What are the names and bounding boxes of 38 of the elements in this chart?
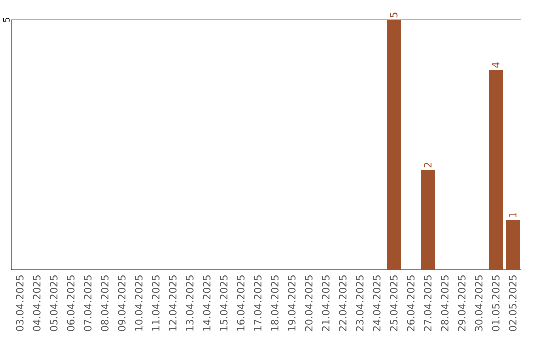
x-tick-label: 21.04.2025 <box>322 276 330 332</box>
x-tick-label: 20.04.2025 <box>305 276 313 332</box>
bar <box>421 170 435 270</box>
x-tick-label: 25.04.2025 <box>390 276 398 332</box>
x-tick-label: 27.04.2025 <box>424 276 432 332</box>
x-tick-label: 03.04.2025 <box>16 276 24 332</box>
data-label: 2 <box>424 163 432 168</box>
x-tick-label: 14.04.2025 <box>203 276 211 331</box>
x-tick-label: 10.04.2025 <box>135 276 143 331</box>
data-label: 4 <box>492 62 500 68</box>
x-tick-label: 18.04.2025 <box>271 276 279 331</box>
x-tick-label: 22.04.2025 <box>339 276 347 332</box>
x-tick-label: 17.04.2025 <box>254 276 262 331</box>
x-tick-label: 15.04.2025 <box>220 276 228 331</box>
x-tick-label: 12.04.2025 <box>169 276 177 331</box>
x-tick-label: 02.05.2025 <box>509 276 517 332</box>
x-tick-label: 11.04.2025 <box>152 276 160 331</box>
x-tick-label: 05.04.2025 <box>50 276 58 332</box>
x-tick-label: 23.04.2025 <box>356 276 364 332</box>
bar <box>489 70 503 270</box>
x-tick-label: 26.04.2025 <box>407 276 415 332</box>
data-label: 5 <box>390 12 398 18</box>
x-tick-label: 29.04.2025 <box>458 276 466 332</box>
x-tick-label: 13.04.2025 <box>186 276 194 331</box>
bar <box>387 20 401 270</box>
x-tick-label: 08.04.2025 <box>101 276 109 332</box>
x-tick-label: 09.04.2025 <box>118 276 126 332</box>
data-label: 1 <box>509 212 517 218</box>
x-tick-label: 07.04.2025 <box>84 276 92 332</box>
x-tick-label: 06.04.2025 <box>67 276 75 332</box>
x-tick-label: 30.04.2025 <box>475 276 483 332</box>
x-tick-label: 16.04.2025 <box>237 276 245 331</box>
bar <box>506 220 520 270</box>
x-tick-label: 19.04.2025 <box>288 276 296 331</box>
x-tick-label: 04.04.2025 <box>33 276 41 332</box>
x-tick-label: 28.04.2025 <box>441 276 449 332</box>
x-tick-label: 24.04.2025 <box>373 276 381 332</box>
x-tick-label: 01.05.2025 <box>492 276 500 332</box>
